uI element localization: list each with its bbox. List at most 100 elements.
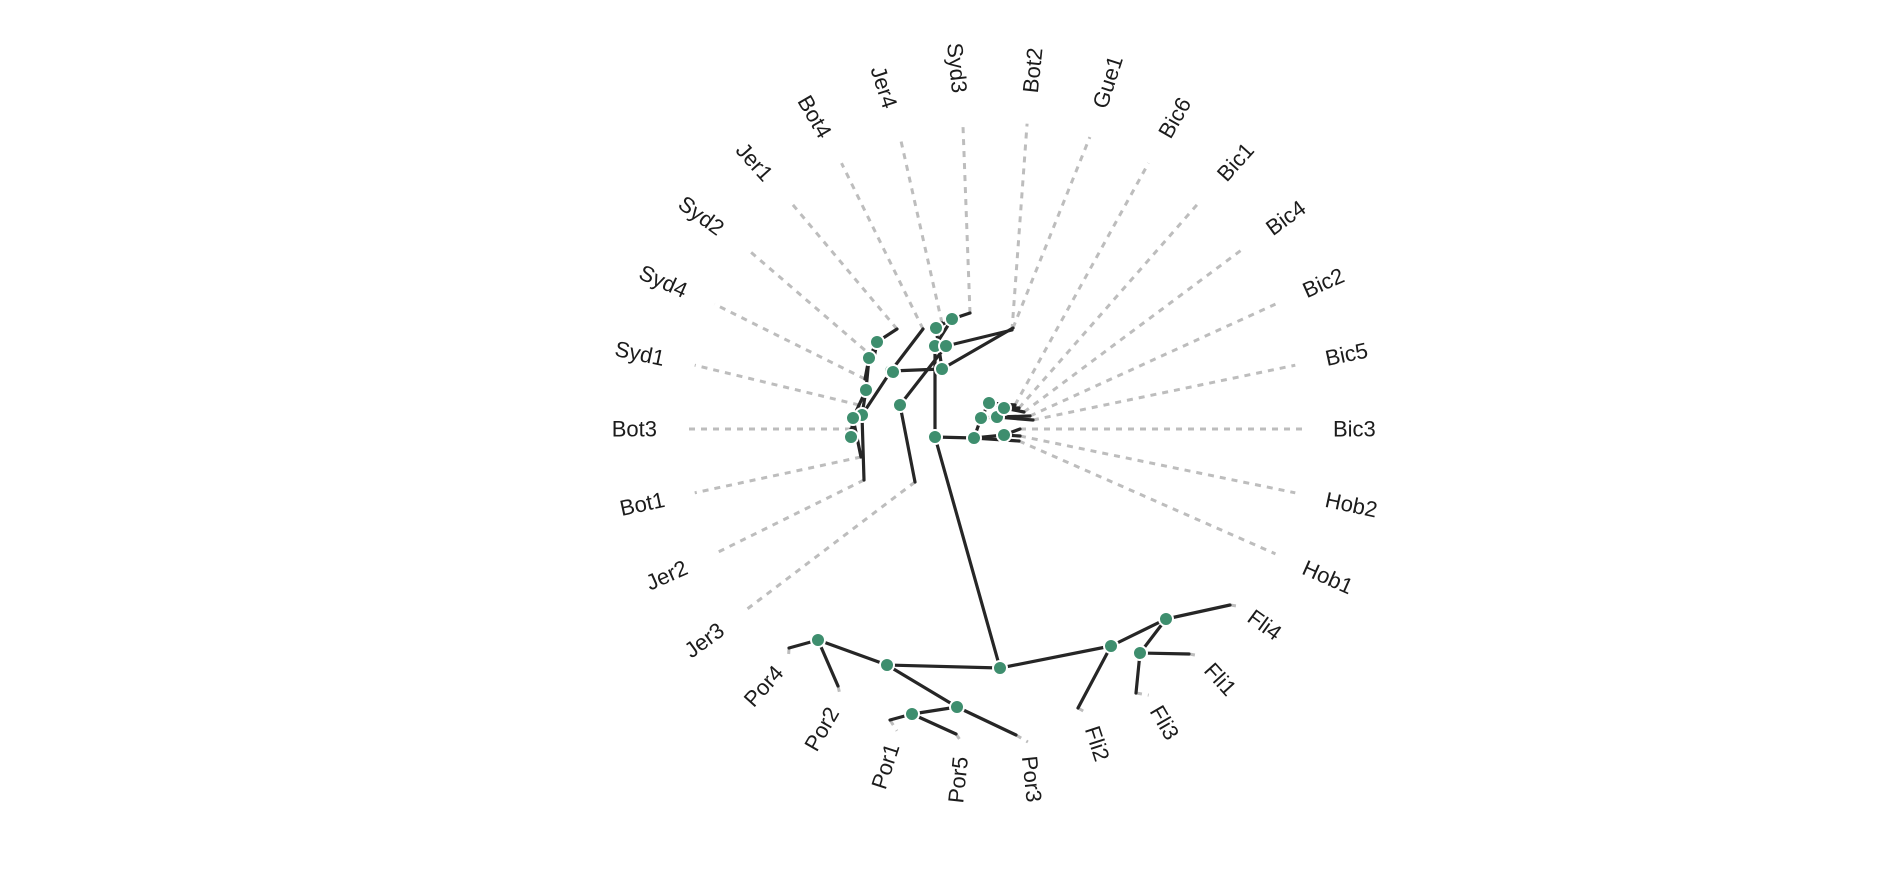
tip-label-syd2: Syd2 xyxy=(674,191,729,241)
tip-label-bic3: Bic3 xyxy=(1333,417,1376,442)
branch-u4-bot4 xyxy=(889,327,925,373)
guide-por4 xyxy=(786,647,791,659)
tip-label-fli4: Fli4 xyxy=(1243,604,1286,645)
internal-node-u7 xyxy=(861,350,877,366)
branch-pf-fa xyxy=(1109,617,1168,648)
tip-label-bot2: Bot2 xyxy=(1018,47,1048,95)
internal-nodes xyxy=(810,311,1174,722)
tip-label-bot3: Bot3 xyxy=(612,417,657,442)
tip-label-jer4: Jer4 xyxy=(865,63,902,111)
tip-guide-lines xyxy=(688,123,1302,744)
internal-node-j3 xyxy=(944,311,960,327)
internal-node-u1 xyxy=(892,397,908,413)
tip-label-gue1: Gue1 xyxy=(1088,52,1128,111)
internal-node-b2 xyxy=(996,427,1012,443)
guide-hob1 xyxy=(1018,439,1277,556)
branch-u5-jer2 xyxy=(860,413,866,482)
guide-por2 xyxy=(836,685,842,698)
internal-node-pp xyxy=(879,657,895,673)
tip-label-bic5: Bic5 xyxy=(1323,338,1370,371)
tip-label-fli1: Fli1 xyxy=(1199,658,1241,701)
tip-label-por2: Por2 xyxy=(799,703,844,756)
guide-bic6 xyxy=(1013,162,1150,406)
internal-node-b3 xyxy=(973,410,989,426)
tip-label-jer1: Jer1 xyxy=(731,138,778,187)
branch-root-pf xyxy=(998,644,1113,670)
branch-u1-jer3 xyxy=(898,403,917,484)
internal-node-u9 xyxy=(845,410,861,426)
guide-fli1 xyxy=(1188,652,1200,658)
internal-node-pp2 xyxy=(949,699,965,715)
internal-node-fa xyxy=(1158,611,1174,627)
guide-por3 xyxy=(1015,733,1029,744)
tip-label-syd4: Syd4 xyxy=(635,260,691,303)
guide-fli2 xyxy=(1077,706,1089,715)
guide-hob2 xyxy=(1019,434,1296,495)
guide-bot4 xyxy=(840,162,925,330)
internal-node-j1 xyxy=(885,364,901,380)
tip-label-hob1: Hob1 xyxy=(1299,555,1357,599)
internal-node-j4 xyxy=(938,338,954,354)
guide-jer1 xyxy=(788,199,899,330)
branch-fa-fli4 xyxy=(1164,603,1232,621)
guide-bic1 xyxy=(1017,199,1202,409)
tip-label-fli3: Fli3 xyxy=(1145,701,1184,744)
tip-label-bic2: Bic2 xyxy=(1299,263,1348,303)
internal-node-u2 xyxy=(934,361,950,377)
guide-gue1 xyxy=(1011,136,1092,329)
internal-node-u10 xyxy=(843,429,859,445)
internal-node-b6 xyxy=(996,400,1012,416)
internal-node-b5 xyxy=(981,395,997,411)
tip-label-bic4: Bic4 xyxy=(1261,195,1310,240)
guide-syd2 xyxy=(745,247,875,360)
branch-u2-gue1 xyxy=(940,326,1015,371)
branch-u4-u5 xyxy=(860,369,893,417)
tip-label-jer2: Jer2 xyxy=(642,555,691,595)
branch-pp4-por2 xyxy=(816,638,840,688)
tip-label-syd3: Syd3 xyxy=(942,42,972,94)
branch-pf-fli2 xyxy=(1076,644,1113,710)
tip-label-por5: Por5 xyxy=(943,755,973,804)
guide-syd4 xyxy=(713,302,866,381)
branch-pp3-por5 xyxy=(910,712,958,736)
tip-label-por3: Por3 xyxy=(1017,755,1047,804)
internal-node-pa xyxy=(927,429,943,445)
guide-bot1 xyxy=(694,455,862,495)
tip-label-bot4: Bot4 xyxy=(793,91,837,143)
internal-node-root xyxy=(992,660,1008,676)
branch-root-pa xyxy=(933,435,1002,670)
tip-label-jer3: Jer3 xyxy=(680,618,729,663)
tree-branches xyxy=(787,311,1232,737)
tip-label-fli2: Fli2 xyxy=(1080,723,1115,764)
tip-label-bic1: Bic1 xyxy=(1212,138,1259,187)
guide-por5 xyxy=(954,733,964,744)
guide-jer2 xyxy=(713,478,865,556)
guide-bic5 xyxy=(1032,363,1296,422)
internal-node-j2 xyxy=(928,320,944,336)
guide-jer3 xyxy=(745,480,916,611)
branch-pp-pp2 xyxy=(885,663,959,709)
tip-label-bot1: Bot1 xyxy=(618,487,667,521)
internal-node-u8 xyxy=(869,334,885,350)
branch-pp2-por3 xyxy=(955,705,1018,737)
branch-pp-pp4 xyxy=(816,638,889,667)
branch-j4-u1 xyxy=(898,344,948,407)
guide-bic2 xyxy=(1029,302,1277,418)
guide-por1 xyxy=(888,719,899,732)
guide-syd3 xyxy=(961,123,972,314)
internal-node-pp3 xyxy=(904,706,920,722)
internal-node-pf xyxy=(1103,638,1119,654)
branch-fb-fli1 xyxy=(1138,651,1191,656)
internal-node-fb xyxy=(1132,645,1148,661)
tip-label-syd1: Syd1 xyxy=(613,336,667,371)
guide-bic4 xyxy=(1023,247,1245,414)
tip-label-por4: Por4 xyxy=(739,660,789,711)
guide-bot2 xyxy=(1010,123,1029,331)
guide-jer4 xyxy=(898,136,944,324)
tip-label-bic6: Bic6 xyxy=(1153,93,1196,143)
internal-node-b1 xyxy=(966,430,982,446)
internal-node-u6 xyxy=(858,382,874,398)
guide-fli3 xyxy=(1135,691,1149,697)
guide-syd1 xyxy=(694,363,860,407)
